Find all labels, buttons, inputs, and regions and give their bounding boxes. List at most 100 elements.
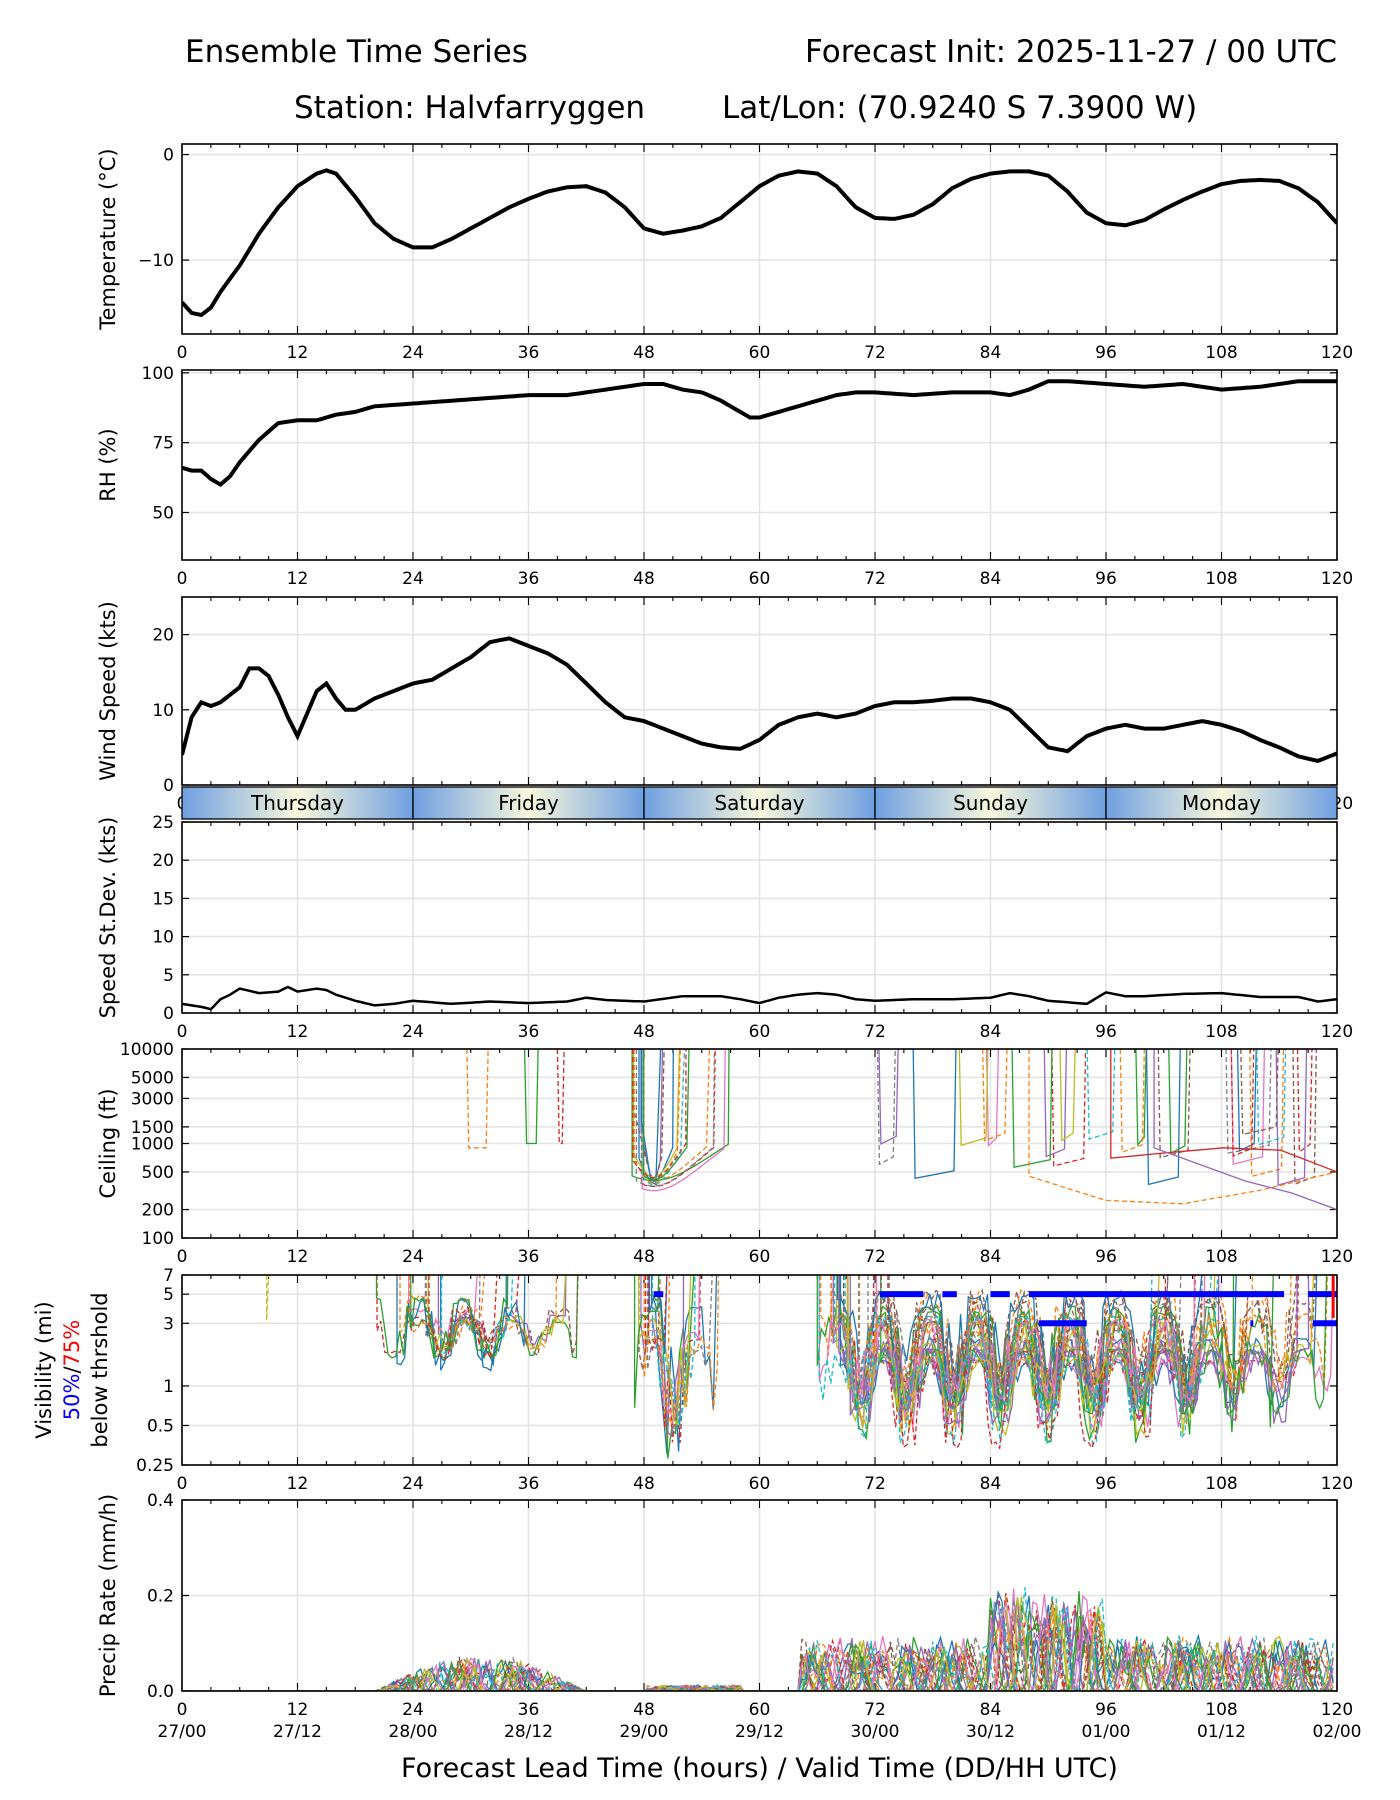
wind_speed-series xyxy=(182,636,1337,763)
xtick-label: 24 xyxy=(402,1700,424,1720)
visibility-member-line xyxy=(643,1275,720,1428)
ytick-label: 0.0 xyxy=(147,1682,174,1702)
ytick-label: 5000 xyxy=(131,1068,174,1088)
day-label: Saturday xyxy=(714,791,804,815)
xtick-label: 84 xyxy=(980,1474,1002,1494)
ytick-label: 1000 xyxy=(131,1135,174,1155)
ceiling-member-line xyxy=(1230,1049,1255,1157)
xtick-label: 36 xyxy=(518,1022,540,1042)
valid-time-label: 28/12 xyxy=(504,1722,553,1742)
wind_speed-ensemble-mean-line xyxy=(182,636,1337,763)
ytick-label: 15 xyxy=(152,889,174,909)
precip-series xyxy=(182,1587,1334,1691)
xtick-label: 96 xyxy=(1095,343,1117,363)
ceiling-member-line xyxy=(1292,1049,1317,1186)
ceiling-member-line xyxy=(958,1049,989,1147)
speed_stdev-series xyxy=(182,985,1337,1011)
rh-axes: 50 75 100 0 12 24 36 48 60 72 84 96 108 120 RH (%) xyxy=(96,364,1353,589)
xtick-label: 36 xyxy=(518,1247,540,1267)
visibility-member-line xyxy=(842,1275,1298,1391)
precip-panel-border xyxy=(181,1499,1338,1692)
ytick-label: 0 xyxy=(163,1004,174,1024)
ceiling-member-line xyxy=(1275,1049,1308,1186)
xtick-label: 24 xyxy=(402,1474,424,1494)
ceiling-member-line xyxy=(633,1049,681,1185)
xtick-label: 96 xyxy=(1095,569,1117,589)
visibility-member-line xyxy=(396,1275,526,1367)
ceiling-member-line xyxy=(1043,1049,1068,1158)
xtick-label: 48 xyxy=(633,343,655,363)
ceiling-ylabel: Ceiling (ft) xyxy=(96,1088,120,1198)
ytick-label: 1 xyxy=(163,1377,174,1397)
xtick-label: 84 xyxy=(980,1022,1002,1042)
station-latlon: Lat/Lon: (70.9240 S 7.3900 W) xyxy=(722,90,1198,126)
ceiling-member-line xyxy=(912,1049,957,1180)
ceiling-member-line xyxy=(523,1049,539,1145)
ytick-label: 3000 xyxy=(131,1089,174,1109)
xtick-label: 108 xyxy=(1205,1700,1237,1720)
visibility-threshold-label: below thrshold xyxy=(88,1292,112,1447)
xtick-label: 0 xyxy=(177,1474,188,1494)
visibility-member-line xyxy=(638,1275,661,1371)
wind_speed-ylabel: Wind Speed (kts) xyxy=(96,601,120,781)
xtick-label: 48 xyxy=(633,569,655,589)
temperature-axes: 0 −10 0 12 24 36 48 60 72 84 96 108 120 Temperature (… xyxy=(96,144,1353,363)
ceiling-member-line xyxy=(1153,1049,1337,1211)
xtick-label: 0 xyxy=(177,1700,188,1720)
xtick-label: 0 xyxy=(177,343,188,363)
xtick-label: 60 xyxy=(749,343,771,363)
visibility-member-line xyxy=(266,1275,270,1321)
xtick-label: 120 xyxy=(1321,569,1353,589)
xtick-label: 84 xyxy=(980,569,1002,589)
visibility-series xyxy=(266,1275,1337,1459)
xtick-label: 72 xyxy=(864,1700,886,1720)
ytick-label: −10 xyxy=(138,251,174,271)
ceiling-member-line xyxy=(1135,1049,1147,1147)
xtick-label: 72 xyxy=(864,343,886,363)
valid-time-label: 29/12 xyxy=(735,1722,784,1742)
ytick-label: 0.4 xyxy=(147,1491,174,1511)
xtick-label: 12 xyxy=(287,1247,309,1267)
xtick-label: 12 xyxy=(287,1474,309,1494)
station-name: Station: Halvfarryggen xyxy=(294,90,646,126)
ytick-label: 75 xyxy=(152,434,174,454)
visibility-threshold-legend: 50%/75% xyxy=(60,1320,84,1420)
day-band: Thursday Friday Saturday Sunday Monday xyxy=(181,786,1338,820)
forecast-init: Forecast Init: 2025-11-27 / 00 UTC xyxy=(805,34,1337,70)
visibility-member-line xyxy=(428,1275,498,1361)
x-axis-label: Forecast Lead Time (hours) / Valid Time … xyxy=(401,1753,1118,1784)
day-label: Thursday xyxy=(250,791,344,815)
ceiling-member-line xyxy=(1236,1049,1257,1153)
xtick-label: 24 xyxy=(402,343,424,363)
xtick-label: 120 xyxy=(1321,1022,1353,1042)
ceiling-series xyxy=(466,1049,1337,1211)
xtick-label: 12 xyxy=(287,343,309,363)
chart-title: Ensemble Time Series xyxy=(185,34,528,70)
ytick-label: 0.2 xyxy=(147,1587,174,1607)
precip-member-line xyxy=(182,1597,1334,1691)
ytick-label: 20 xyxy=(152,851,174,871)
xtick-label: 72 xyxy=(864,1247,886,1267)
ceiling-member-line xyxy=(985,1049,1000,1148)
ceiling-member-line xyxy=(982,1049,1008,1142)
xtick-label: 84 xyxy=(980,1700,1002,1720)
xtick-label: 60 xyxy=(749,569,771,589)
ytick-label: 20 xyxy=(152,626,174,646)
ytick-label: 200 xyxy=(142,1201,174,1221)
xtick-label: 96 xyxy=(1095,1700,1117,1720)
ytick-label: 0.5 xyxy=(147,1416,174,1436)
xtick-label: 84 xyxy=(980,1247,1002,1267)
temperature-series xyxy=(182,168,1337,318)
precip-member-line xyxy=(182,1605,1334,1691)
day-label: Monday xyxy=(1182,791,1261,815)
ytick-label: 3 xyxy=(163,1314,174,1334)
xtick-label: 108 xyxy=(1205,569,1237,589)
visibility-member-line xyxy=(816,1275,1235,1413)
wind_speed-panel-border xyxy=(181,596,1338,786)
xtick-label: 48 xyxy=(633,1700,655,1720)
visibility-member-line xyxy=(408,1275,478,1340)
xtick-label: 108 xyxy=(1205,343,1237,363)
visibility-member-line xyxy=(375,1275,509,1359)
valid-time-label: 30/12 xyxy=(966,1722,1015,1742)
